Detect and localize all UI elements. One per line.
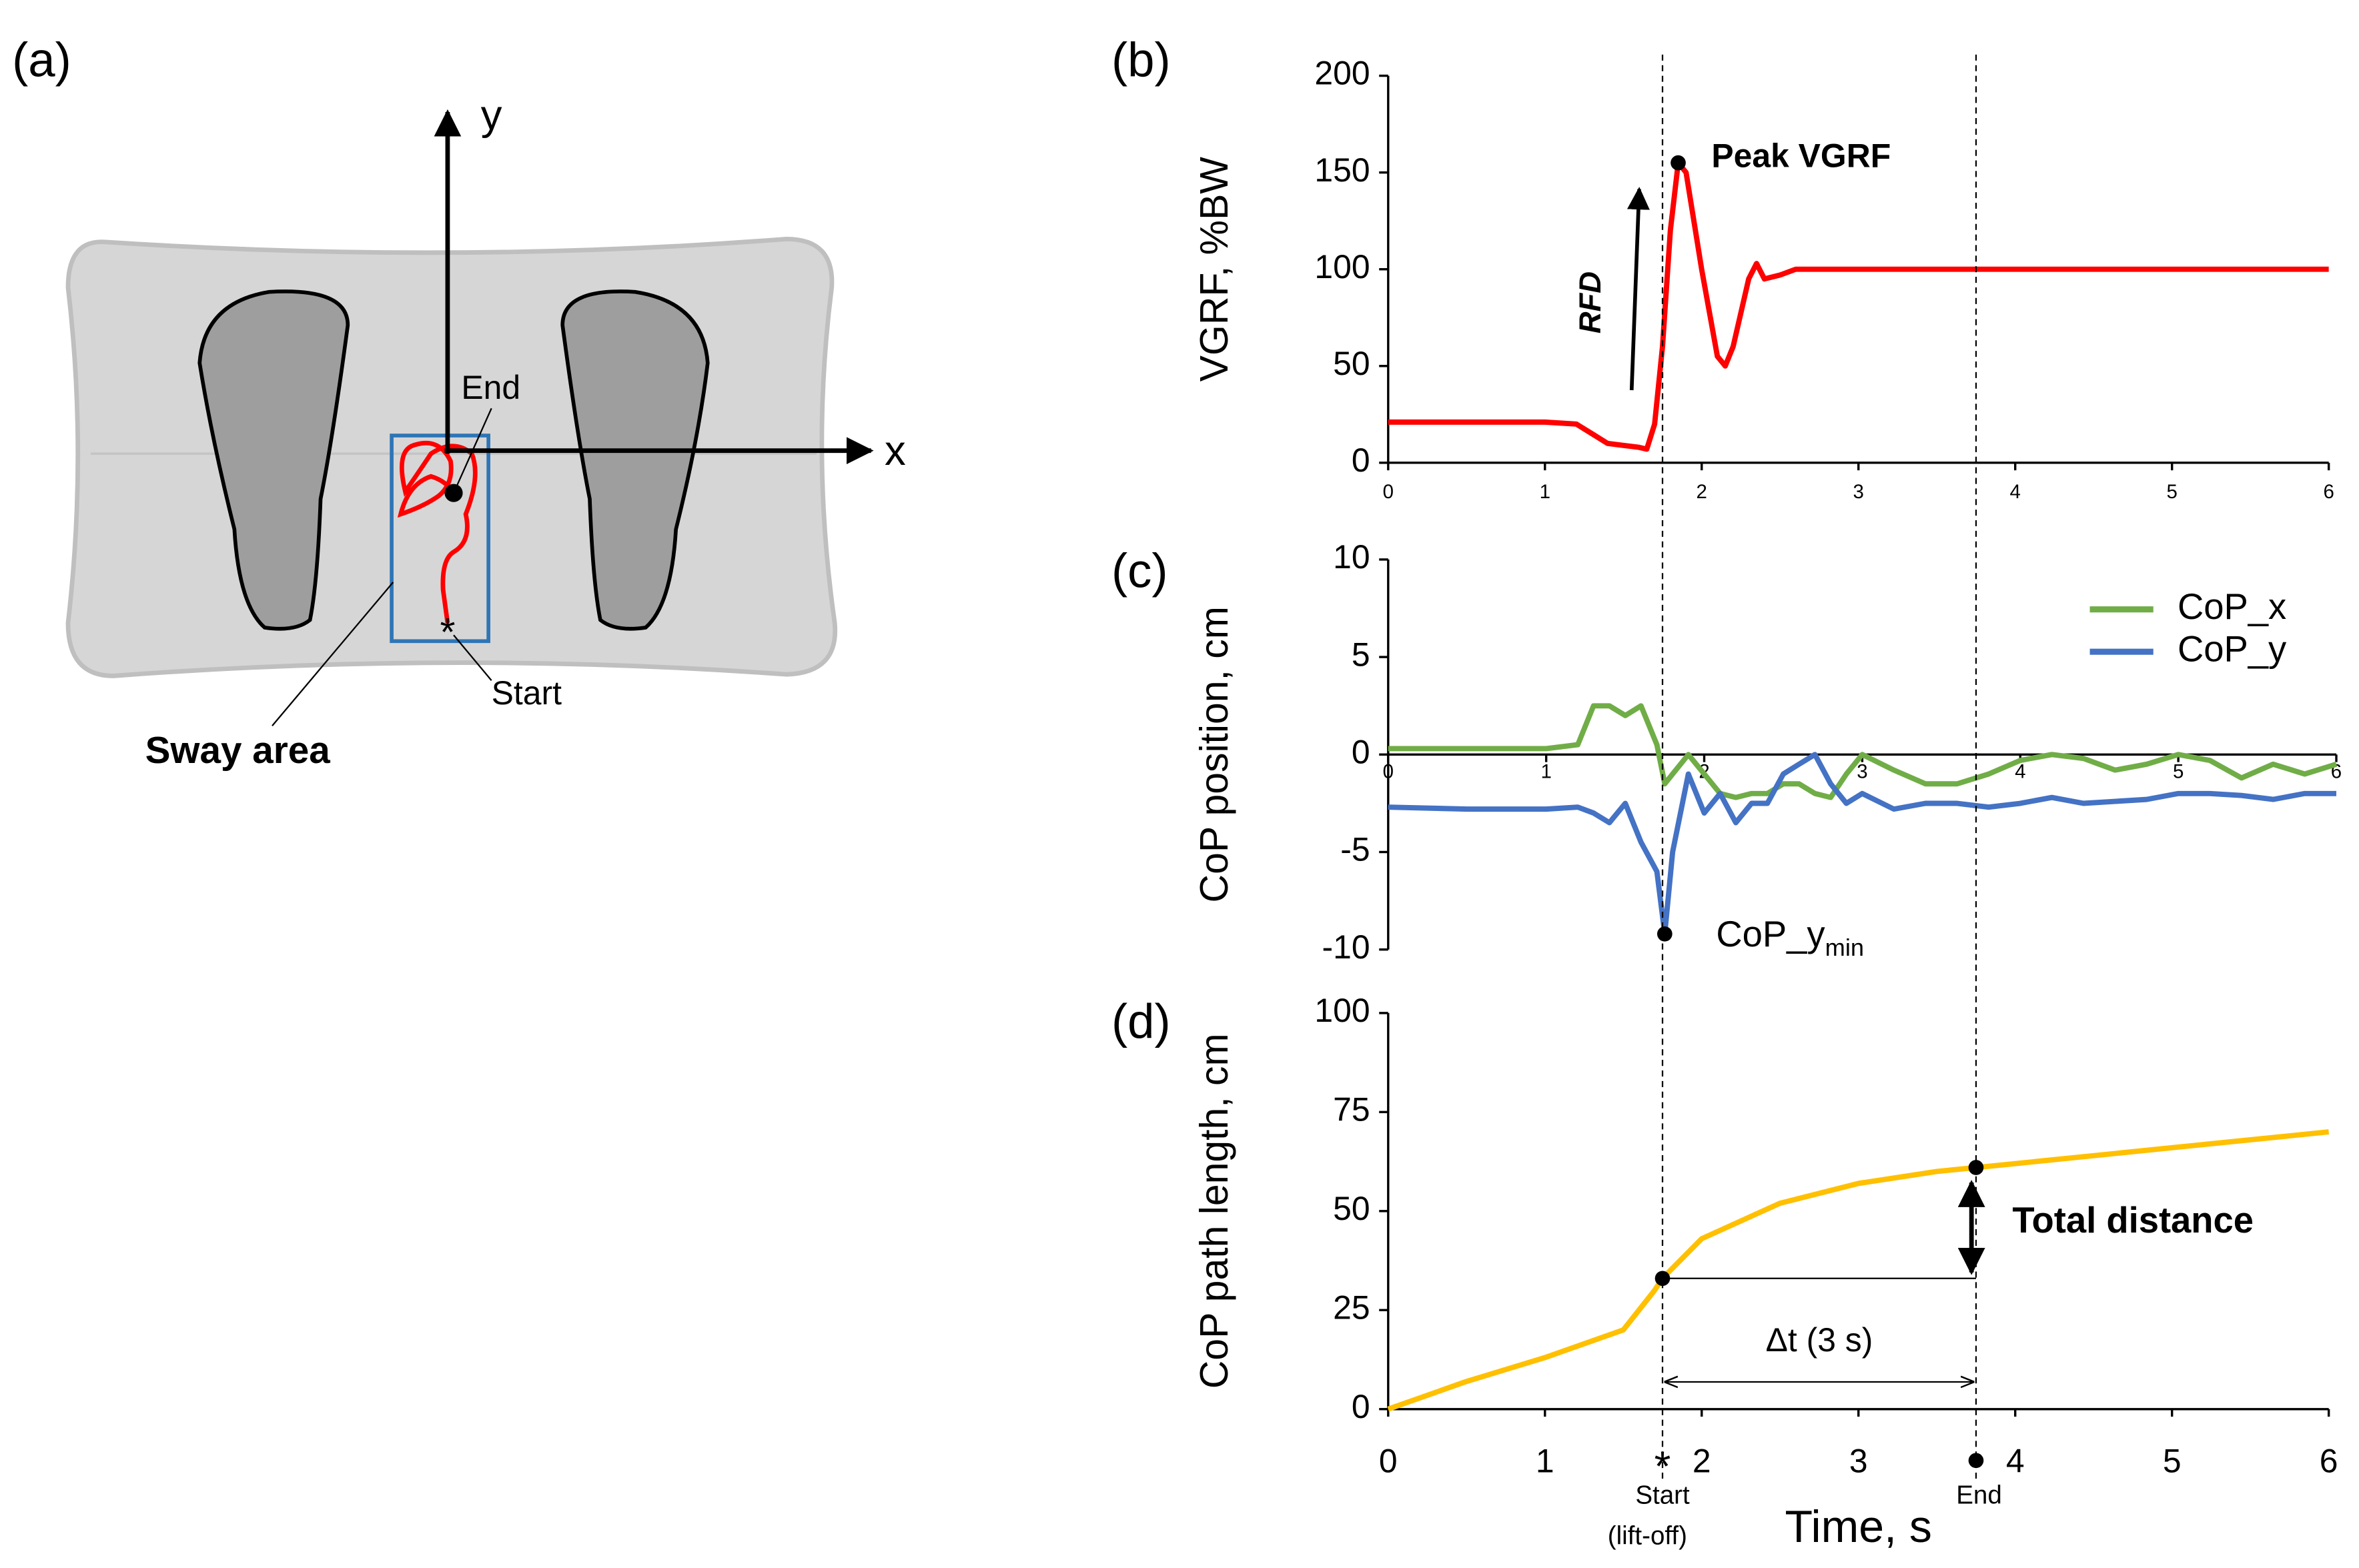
- data-line: [1388, 160, 2329, 452]
- legend-label: CoP_x: [2178, 586, 2286, 627]
- left-foot: [197, 289, 350, 631]
- min-point: [1657, 926, 1673, 942]
- x-tick-label: 5: [2173, 760, 2184, 782]
- x-tick-label: 0: [1379, 1443, 1398, 1480]
- y-tick-label: 10: [1333, 538, 1370, 576]
- y-tick-label: 25: [1333, 1289, 1370, 1326]
- x-tick-label: 6: [2320, 1443, 2338, 1480]
- x-tick-label: 6: [2323, 481, 2334, 503]
- y-tick-label: -5: [1340, 831, 1370, 868]
- panel-label: (c): [1111, 544, 1168, 598]
- x-tick-label: 4: [2010, 481, 2021, 503]
- axis-name: y: [481, 92, 502, 139]
- annotation: Δt (3 s): [1766, 1321, 1873, 1359]
- peak-point: [1671, 155, 1686, 171]
- x-tick-label: 3: [1853, 481, 1864, 503]
- y-axis-label: VGRF, %BW: [1193, 157, 1236, 382]
- leader-line: [272, 582, 394, 726]
- start-label: Start: [492, 674, 562, 712]
- panel-a: (a) y x End * Start Sway area: [12, 33, 906, 772]
- y-tick-label: 50: [1333, 1190, 1370, 1227]
- sway-area-label: Sway area: [145, 730, 331, 772]
- panel-label: (a): [12, 33, 71, 87]
- x-tick-label: 4: [2006, 1443, 2025, 1480]
- panel-label: (d): [1111, 994, 1171, 1048]
- legend-label: CoP_y: [2178, 629, 2287, 670]
- x-tick-label: 1: [1540, 481, 1550, 503]
- y-tick-label: 0: [1352, 1388, 1370, 1425]
- y-tick-label: 0: [1352, 442, 1370, 479]
- annotation: CoP_ymin: [1716, 914, 1864, 960]
- cop-trajectory: [397, 440, 478, 624]
- end-label: End: [461, 369, 520, 406]
- annotation: Total distance: [2012, 1200, 2254, 1241]
- annotation-subscript: min: [1825, 934, 1864, 961]
- x-tick-label: 1: [1536, 1443, 1554, 1480]
- x-axis-label: Time, s: [1785, 1501, 1932, 1552]
- leader-line: [453, 634, 492, 681]
- x-tick-label: 2: [1693, 1443, 1711, 1480]
- annotation: (lift-off): [1608, 1522, 1687, 1551]
- x-tick-label: 4: [2015, 760, 2025, 782]
- axis-name: x: [885, 428, 906, 474]
- x-tick-label: 0: [1383, 760, 1394, 782]
- x-tick-label: 1: [1540, 760, 1551, 782]
- annotation: Peak VGRF: [1711, 137, 1891, 174]
- data-line: [1388, 703, 2338, 800]
- x-tick-label: 0: [1383, 481, 1394, 503]
- start-marker: *: [440, 611, 455, 654]
- annotation: End: [1956, 1481, 2002, 1509]
- x-tick-label: 3: [1857, 760, 1867, 782]
- y-tick-label: 100: [1314, 992, 1370, 1029]
- y-axis-label: CoP path length, cm: [1193, 1033, 1236, 1389]
- y-tick-label: 200: [1314, 55, 1370, 92]
- y-tick-label: 5: [1352, 636, 1370, 673]
- x-tick-label: 2: [1697, 481, 1707, 503]
- start-marker: *: [1655, 1443, 1671, 1490]
- rfd-arrow: [1626, 187, 1650, 391]
- annotation: Start: [1635, 1481, 1690, 1509]
- end-point: [1968, 1160, 1984, 1175]
- data-line: [1388, 752, 2336, 937]
- x-tick-label: 5: [2163, 1443, 2182, 1480]
- annotation: RFD: [1573, 271, 1607, 333]
- y-tick-label: 0: [1352, 733, 1370, 770]
- data-line: [1387, 1129, 2330, 1412]
- y-tick-label: 150: [1314, 151, 1370, 189]
- x-tick-label: 5: [2166, 481, 2177, 503]
- x-tick-label: 3: [1849, 1443, 1868, 1480]
- end-marker: [1968, 1453, 1984, 1469]
- y-tick-label: 75: [1333, 1091, 1370, 1128]
- sway-area-box: [390, 434, 490, 644]
- y-axis-label: CoP position, cm: [1193, 606, 1236, 902]
- annotation-main: CoP_y: [1716, 914, 1825, 954]
- right-foot: [560, 289, 710, 631]
- y-tick-label: 50: [1333, 345, 1370, 382]
- y-tick-label: -10: [1322, 928, 1370, 966]
- leader-line: [452, 408, 492, 494]
- y-tick-label: 100: [1314, 248, 1370, 285]
- panel-label: (b): [1111, 33, 1171, 87]
